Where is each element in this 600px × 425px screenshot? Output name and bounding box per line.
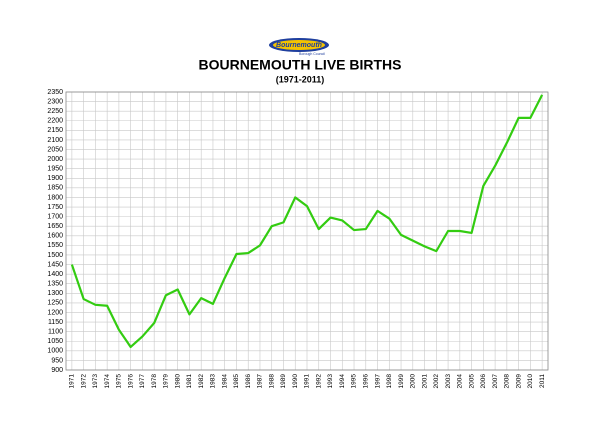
x-tick-label: 1978 <box>151 374 158 389</box>
x-tick-label: 1971 <box>69 374 76 389</box>
y-tick-label: 1750 <box>47 204 63 211</box>
x-tick-label: 1981 <box>186 374 193 389</box>
y-tick-label: 1800 <box>47 194 63 201</box>
y-tick-label: 1550 <box>47 242 63 249</box>
logo-name: Bournemouth <box>276 42 322 49</box>
y-tick-label: 2200 <box>47 118 63 125</box>
y-tick-label: 950 <box>51 357 63 364</box>
y-tick-label: 1000 <box>47 348 63 355</box>
x-tick-label: 1990 <box>292 374 299 389</box>
y-tick-label: 1700 <box>47 213 63 220</box>
logo: Bournemouth Borough Council <box>269 38 329 56</box>
y-tick-label: 2350 <box>47 89 63 96</box>
x-tick-label: 1993 <box>327 374 334 389</box>
logo-swoosh <box>273 40 325 50</box>
y-tick-label: 1300 <box>47 290 63 297</box>
x-tick-label: 1996 <box>362 374 369 389</box>
x-tick-label: 1983 <box>210 374 217 389</box>
x-tick-label: 1972 <box>80 374 87 389</box>
x-tick-label: 1977 <box>139 374 146 389</box>
x-tick-label: 1975 <box>116 374 123 389</box>
x-tick-label: 2006 <box>480 374 487 389</box>
x-tick-label: 2007 <box>492 374 499 389</box>
y-tick-label: 2000 <box>47 156 63 163</box>
y-tick-label: 1950 <box>47 166 63 173</box>
x-tick-label: 2011 <box>539 374 546 388</box>
x-tick-label: 1999 <box>398 374 405 389</box>
x-tick-label: 2003 <box>445 374 452 389</box>
x-tick-label: 1995 <box>351 374 358 389</box>
y-tick-label: 2250 <box>47 108 63 115</box>
y-tick-label: 1050 <box>47 338 63 345</box>
x-tick-label: 1980 <box>174 374 181 389</box>
y-tick-label: 1200 <box>47 309 63 316</box>
x-tick-label: 1989 <box>280 374 287 389</box>
y-tick-label: 2300 <box>47 98 63 105</box>
x-tick-label: 1973 <box>92 374 99 389</box>
x-tick-label: 1988 <box>268 374 275 389</box>
x-tick-label: 1987 <box>257 374 264 389</box>
y-tick-label: 1400 <box>47 271 63 278</box>
x-tick-label: 2005 <box>468 374 475 389</box>
y-tick-label: 1100 <box>48 328 63 335</box>
x-tick-label: 1976 <box>127 374 134 389</box>
y-tick-label: 2050 <box>47 146 63 153</box>
x-tick-label: 2000 <box>410 374 417 389</box>
y-tick-label: 2100 <box>47 137 63 144</box>
x-tick-label: 2002 <box>433 374 440 389</box>
y-tick-label: 2150 <box>47 127 63 134</box>
x-tick-label: 2008 <box>504 374 511 389</box>
y-tick-label: 1150 <box>48 319 63 326</box>
x-tick-label: 1997 <box>374 374 381 389</box>
y-tick-label: 900 <box>51 367 63 374</box>
y-tick-label: 1450 <box>47 261 63 268</box>
chart-title: BOURNEMOUTH LIVE BIRTHS <box>199 57 402 73</box>
chart-subtitle: (1971-2011) <box>276 74 325 84</box>
x-tick-label: 1991 <box>304 374 311 389</box>
x-tick-label: 1992 <box>315 374 322 389</box>
y-tick-label: 1650 <box>47 223 63 230</box>
y-tick-label: 1600 <box>47 233 63 240</box>
y-tick-label: 1850 <box>47 185 63 192</box>
x-tick-label: 1974 <box>104 374 111 389</box>
x-tick-label: 1986 <box>245 374 252 389</box>
x-tick-label: 2004 <box>457 374 464 389</box>
x-tick-label: 1982 <box>198 374 205 389</box>
y-tick-label: 1500 <box>47 252 63 259</box>
x-tick-label: 1979 <box>163 374 170 389</box>
y-tick-label: 1250 <box>47 300 63 307</box>
logo-tagline: Borough Council <box>299 52 325 56</box>
x-tick-label: 1998 <box>386 374 393 389</box>
data-line <box>70 94 544 349</box>
x-tick-label: 2001 <box>421 374 428 389</box>
y-tick-label: 1350 <box>47 281 63 288</box>
x-tick-label: 1984 <box>221 374 228 389</box>
plot-frame <box>65 91 549 371</box>
x-tick-label: 1985 <box>233 374 240 389</box>
x-tick-label: 1994 <box>339 374 346 389</box>
x-tick-label: 2009 <box>515 374 522 389</box>
y-tick-label: 1900 <box>47 175 63 182</box>
x-tick-label: 2010 <box>527 374 534 389</box>
